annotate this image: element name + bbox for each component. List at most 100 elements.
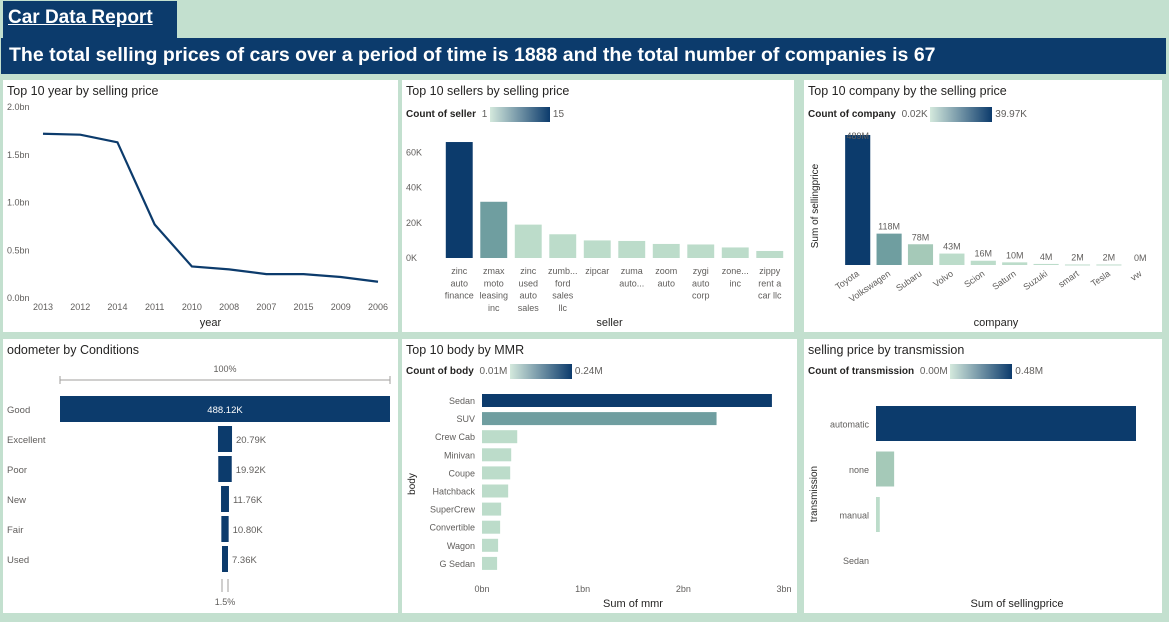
- x-tick-label: 2012: [70, 302, 90, 312]
- x-tick-label: 2008: [219, 302, 239, 312]
- seller-bar: [618, 240, 646, 258]
- sellers-panel[interactable]: Top 10 sellers by selling price Count of…: [402, 80, 794, 332]
- y-tick-label: 0.5bn: [7, 245, 30, 255]
- x-tick-label: zmax: [483, 266, 505, 276]
- x-tick-label: leasing: [479, 291, 508, 301]
- body-panel[interactable]: Top 10 body by MMR Count of body 0.01M 0…: [402, 339, 797, 613]
- x-tick-label: sales: [552, 291, 574, 301]
- body-bar: [482, 556, 498, 570]
- x-axis-label: Sum of mmr: [603, 598, 663, 610]
- x-tick-label: car llc: [758, 291, 782, 301]
- seller-bar: [756, 250, 784, 258]
- body-bar-chart: Sedan SUV Crew Cab Minivan Coupe Hatchback Sup…: [407, 394, 792, 610]
- x-tick-label: zinc: [520, 266, 537, 276]
- y-tick-label: 0.0bn: [7, 293, 30, 303]
- data-label: 78M: [912, 232, 930, 242]
- legend-label: Count of company: [808, 109, 896, 121]
- x-tick-label: 0bn: [474, 584, 489, 594]
- funnel-bar: [222, 546, 228, 572]
- legend-max: 15: [552, 109, 565, 121]
- x-tick-label: 2bn: [676, 584, 691, 594]
- legend-min: 0.02K: [901, 109, 928, 121]
- legend-label: Count of body: [406, 366, 474, 378]
- category-label: none: [849, 465, 869, 475]
- x-tick-label: smart: [1056, 268, 1081, 289]
- year-series-line: [42, 132, 379, 283]
- x-tick-label: rent a: [758, 278, 781, 288]
- company-bar: [1002, 262, 1028, 265]
- x-axis-label: seller: [596, 317, 623, 329]
- category-label: SUV: [456, 414, 475, 424]
- panel-title: odometer by Conditions: [7, 343, 140, 357]
- body-bar: [482, 502, 502, 516]
- category-label: Used: [7, 555, 29, 566]
- x-tick-label: Volvo: [931, 268, 955, 289]
- category-label: Wagon: [447, 541, 475, 551]
- x-axis-label: year: [200, 317, 222, 329]
- bottom-percent-label: 1.5%: [215, 597, 236, 607]
- data-label: 118M: [878, 222, 900, 232]
- x-tick-label: inc: [488, 303, 500, 313]
- x-tick-label: auto: [657, 278, 675, 288]
- body-bar: [482, 394, 772, 407]
- data-label: 43M: [943, 242, 961, 252]
- funnel-bar: [217, 426, 233, 452]
- legend-gradient: [490, 107, 551, 122]
- y-tick-label: 1.5bn: [7, 150, 30, 160]
- transmission-legend: Count of transmission 0.00M 0.48M: [808, 364, 1043, 379]
- seller-bar: [721, 247, 749, 258]
- x-tick-label: 3bn: [776, 584, 791, 594]
- body-bar: [482, 448, 512, 462]
- company-bar-chart: 489MToyota118MVolkswagen78MSubaru43MVolv…: [810, 131, 1147, 329]
- x-tick-label: zippy: [759, 266, 781, 276]
- data-label: 20.79K: [236, 435, 267, 446]
- x-tick-label: 2014: [107, 302, 127, 312]
- x-tick-label: auto: [692, 278, 710, 288]
- body-legend: Count of body 0.01M 0.24M: [406, 364, 603, 379]
- funnel-bar: [221, 486, 229, 512]
- x-tick-label: Scion: [962, 268, 986, 289]
- panel-title: Top 10 year by selling price: [7, 84, 159, 98]
- category-label: SuperCrew: [430, 505, 476, 515]
- x-tick-label: 2011: [145, 302, 164, 312]
- category-label: Good: [7, 405, 30, 416]
- funnel-bar: [60, 396, 390, 422]
- company-bar: [1064, 264, 1091, 266]
- x-tick-label: zone...: [722, 266, 749, 276]
- transmission-bar: [876, 406, 1136, 441]
- seller-bar: [480, 201, 508, 258]
- odometer-panel[interactable]: odometer by Conditions 100% Good 488.12K Ex…: [3, 339, 398, 613]
- transmission-bar-chart: automatic none manual Sedan Sum of sellingpr…: [809, 406, 1136, 610]
- body-bar: [482, 466, 511, 480]
- data-label: 2M: [1103, 252, 1116, 262]
- x-tick-label: Subaru: [894, 268, 924, 293]
- y-tick-label: 40K: [406, 183, 422, 193]
- x-tick-label: Suzuki: [1021, 268, 1049, 292]
- category-label: Minivan: [444, 450, 475, 460]
- data-label: 7.36K: [232, 555, 257, 566]
- x-tick-label: inc: [729, 278, 741, 288]
- seller-bar: [687, 244, 715, 258]
- legend-max: 0.48M: [1015, 366, 1044, 378]
- year-selling-price-panel[interactable]: Top 10 year by selling price 0.0bn 0.5bn 1…: [3, 80, 398, 332]
- x-tick-label: zumb...: [548, 266, 578, 276]
- category-label: Crew Cab: [435, 432, 475, 442]
- y-tick-label: 60K: [406, 148, 422, 158]
- x-tick-label: 2015: [294, 302, 314, 312]
- company-panel[interactable]: Top 10 company by the selling price Coun…: [804, 80, 1162, 332]
- x-tick-label: zipcar: [585, 266, 609, 276]
- legend-min: 1: [481, 109, 488, 121]
- body-bar: [482, 430, 518, 444]
- x-tick-label: 2006: [368, 302, 388, 312]
- company-bar: [1033, 263, 1059, 265]
- y-tick-label: 2.0bn: [7, 102, 30, 112]
- category-label: Coupe: [448, 468, 475, 478]
- transmission-bar: [876, 451, 895, 487]
- x-tick-label: auto: [450, 278, 468, 288]
- legend-max: 0.24M: [574, 366, 603, 378]
- panel-title: Top 10 body by MMR: [406, 343, 525, 357]
- transmission-panel[interactable]: selling price by transmission Count of t…: [804, 339, 1162, 613]
- legend-min: 0.01M: [479, 366, 508, 378]
- x-tick-label: zinc: [451, 266, 468, 276]
- x-tick-label: Saturn: [990, 268, 1017, 291]
